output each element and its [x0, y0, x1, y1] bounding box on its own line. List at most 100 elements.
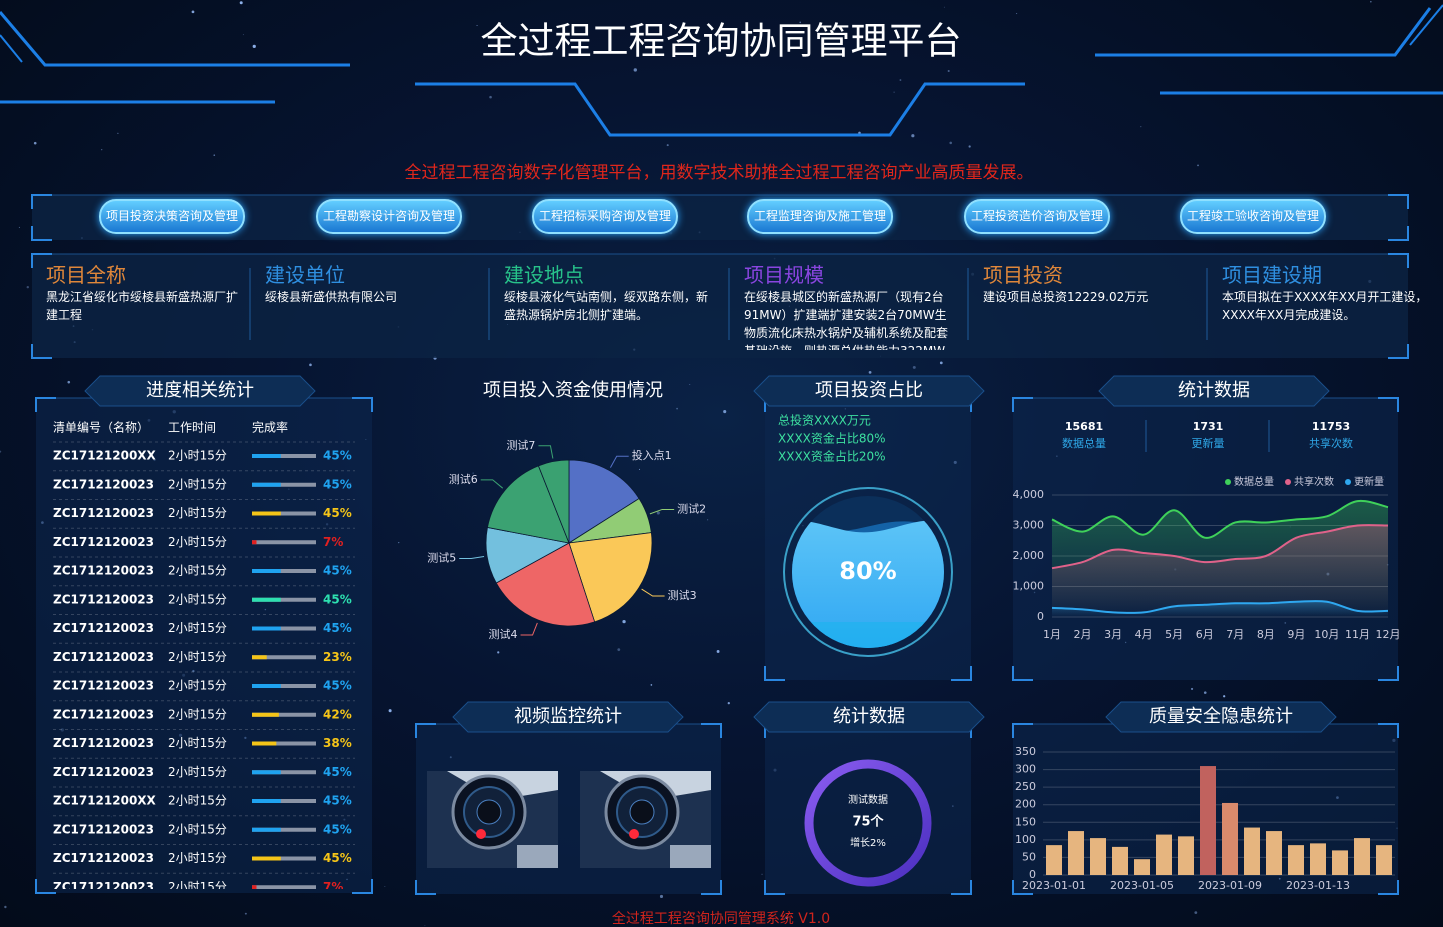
star [912, 365, 916, 369]
star [18, 226, 20, 228]
nav-button[interactable]: 工程竣工验收咨询及管理 [1180, 199, 1326, 234]
y-tick-label: 250 [1015, 780, 1036, 793]
info-title: 项目规模 [744, 263, 824, 287]
y-tick-label: 50 [1022, 850, 1036, 863]
lens-led [476, 829, 486, 839]
bar [1112, 846, 1128, 875]
rate-track [252, 626, 316, 631]
panel-title: 进度相关统计 [146, 380, 254, 401]
star [893, 91, 895, 93]
line [1051, 524, 1389, 570]
ring-growth: 增长2% [850, 836, 886, 849]
star [497, 651, 500, 654]
x-tick-label: 2023-01-05 [1110, 879, 1174, 892]
star [476, 25, 478, 26]
star [239, 1, 243, 5]
y-tick-label: 0 [1029, 868, 1036, 881]
star [676, 407, 678, 410]
row-time: 2小时15分 [168, 449, 227, 463]
panel-corner [1388, 253, 1409, 268]
bar [1244, 827, 1260, 875]
x-tick-label: 2023-01-01 [1022, 879, 1086, 892]
header-line [0, 11, 350, 67]
panel-corner [1012, 666, 1033, 681]
rate-track [252, 482, 316, 487]
row-id: ZC1712120023 [53, 564, 154, 578]
slice-label: 测试3 [668, 589, 697, 602]
x-tick-label: 10月 [1314, 628, 1339, 641]
rate-label: 45% [323, 449, 352, 463]
star [939, 361, 943, 365]
rate-track [252, 540, 316, 545]
row-time: 2小时15分 [168, 477, 227, 491]
panel-corner [415, 880, 436, 895]
x-tick-label: 11月 [1345, 628, 1370, 641]
rate-bar [252, 770, 281, 775]
liquid-wave [792, 520, 944, 648]
note: XXXX资金占比20% [778, 449, 886, 464]
row-time: 2小时15分 [168, 822, 227, 836]
label-leader [538, 445, 554, 459]
line [1051, 499, 1389, 539]
row-id: ZC1712120023 [53, 592, 154, 606]
title-tab [1105, 701, 1337, 733]
panel-corner [31, 344, 52, 359]
stat-value: 1731 [1193, 420, 1224, 433]
star [213, 154, 216, 156]
rate-bar [252, 655, 267, 660]
nav-button[interactable]: 工程监理咨询及施工管理 [747, 199, 893, 234]
row-id: ZC1712120023 [53, 650, 154, 664]
y-tick-label: 1,000 [1013, 580, 1045, 593]
row-id: ZC1712120023 [53, 621, 154, 635]
lens-core [629, 799, 655, 825]
star [799, 21, 802, 24]
legend-label: 共享次数 [1294, 475, 1334, 488]
rate-bar [252, 626, 281, 631]
nav-button[interactable]: 项目投资决策咨询及管理 [99, 199, 245, 234]
x-tick-label: 2023-01-13 [1286, 879, 1350, 892]
rate-label: 45% [323, 794, 352, 808]
camera-image [580, 771, 711, 868]
panel-corner [1012, 723, 1033, 738]
nav-button[interactable]: 工程招标采购咨询及管理 [532, 199, 678, 234]
rate-track [252, 655, 316, 660]
note: 总投资XXXX万元 [778, 413, 871, 428]
rate-label: 23% [323, 650, 352, 664]
star [1190, 687, 1194, 691]
x-tick-label: 6月 [1196, 628, 1214, 641]
stat-label: 更新量 [1192, 436, 1225, 450]
star [622, 619, 626, 624]
y-tick-label: 100 [1015, 833, 1036, 846]
ring [804, 759, 932, 887]
rate-label: 7% [323, 535, 343, 549]
stat-label: 数据总量 [1062, 436, 1106, 450]
nav-button[interactable]: 工程投资造价咨询及管理 [964, 199, 1110, 234]
liquid-outer [783, 487, 953, 657]
bar [1222, 802, 1238, 875]
rate-label: 45% [323, 679, 352, 693]
star [424, 925, 426, 927]
star [67, 380, 71, 384]
slogan: 全过程工程咨询数字化管理平台，用数字技术助推全过程工程咨询产业高质量发展。 [405, 163, 1034, 183]
panel-corner [1388, 344, 1409, 359]
star [252, 44, 256, 49]
legend-label: 更新量 [1354, 475, 1384, 488]
nav-button[interactable]: 工程勘察设计咨询及管理 [316, 199, 462, 234]
bar [1156, 834, 1172, 875]
header-line [0, 34, 23, 63]
camera-mount [670, 845, 711, 868]
star [1203, 691, 1207, 694]
row-time: 2小时15分 [168, 592, 227, 606]
y-tick-label: 350 [1015, 745, 1036, 758]
panel-corner [352, 879, 373, 894]
star [33, 141, 37, 145]
star [666, 144, 669, 147]
rate-track [252, 885, 316, 889]
pie-slice [568, 459, 640, 544]
star [309, 363, 312, 367]
x-tick-label: 8月 [1257, 628, 1275, 641]
panel-corner [35, 879, 56, 894]
row-id: ZC1712120023 [53, 535, 154, 549]
row-id: ZC1712120023 [53, 822, 154, 836]
star [727, 702, 730, 705]
